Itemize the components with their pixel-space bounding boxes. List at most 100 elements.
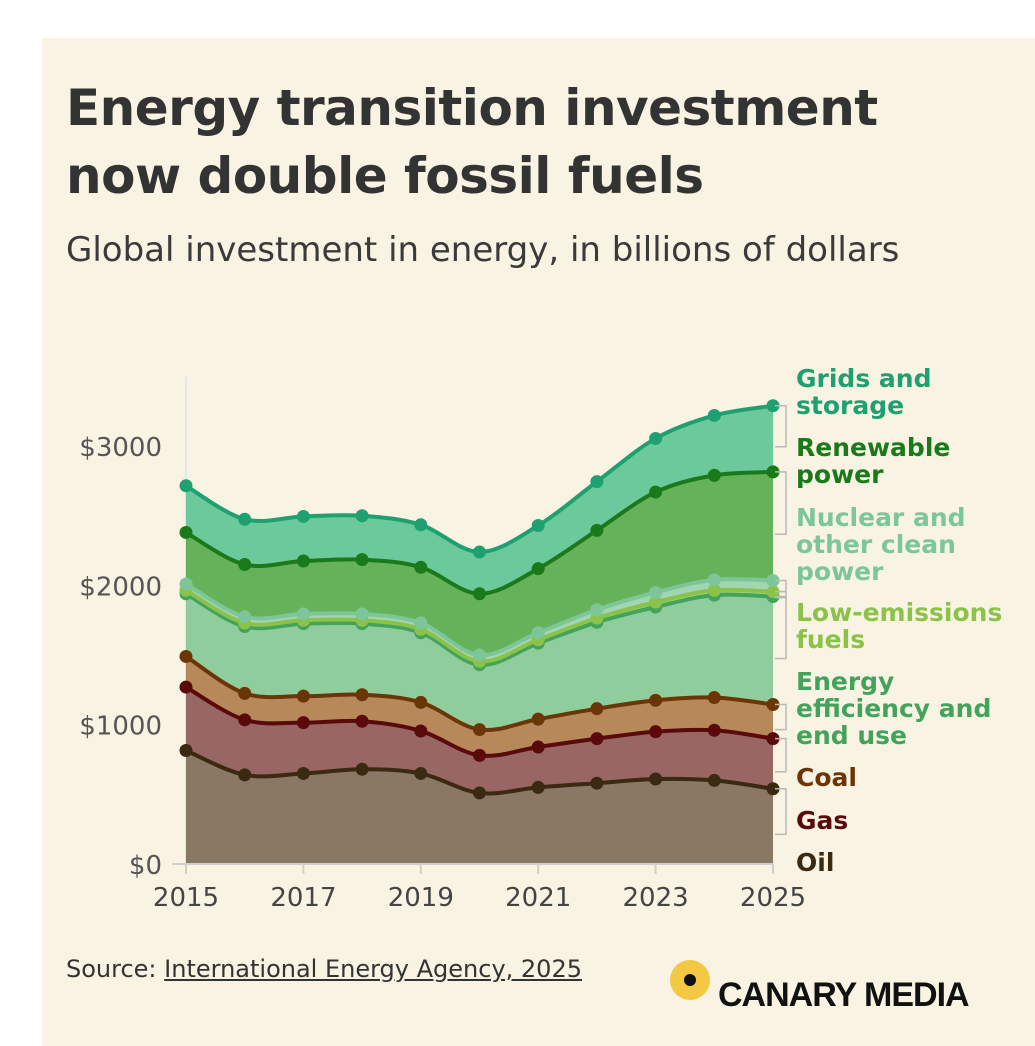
data-point-gas-2019	[414, 724, 428, 738]
data-point-oil-2015	[179, 743, 193, 757]
y-tick-label-1000: $1000	[79, 712, 162, 742]
label-bracket-grids-and-storage	[775, 404, 787, 448]
data-point-coal-2020	[473, 723, 486, 737]
x-tick-label-2021: 2021	[505, 883, 571, 913]
data-point-grids-and-storage-2016	[238, 512, 252, 526]
stacked-area-chart: 2015 2017 2019 2021 2023 2025 $0 $1000 $2000 $300…	[79, 364, 1002, 913]
data-point-gas-2025	[766, 732, 780, 746]
chart-subtitle: Global investment in energy, in billions…	[66, 230, 900, 270]
data-point-nuclear-and-other-clean-power-2015	[179, 577, 193, 591]
data-point-gas-2023	[649, 725, 663, 739]
label-bracket-gas	[775, 737, 787, 773]
x-tick-label-2023: 2023	[623, 883, 689, 913]
data-point-grids-and-storage-2022	[590, 475, 604, 489]
chart-title: Energy transition investment now double …	[66, 79, 878, 205]
data-point-nuclear-and-other-clean-power-2023	[649, 585, 663, 599]
data-point-oil-2016	[238, 768, 252, 782]
data-point-grids-and-storage-2017	[296, 509, 310, 523]
canary-dot-icon	[670, 960, 710, 1000]
data-point-grids-and-storage-2023	[649, 431, 663, 445]
data-point-nuclear-and-other-clean-power-2024	[707, 573, 721, 587]
y-tick-label-0: $0	[129, 851, 162, 881]
label-bracket-renewable-power	[775, 471, 787, 535]
data-point-gas-2018	[355, 714, 369, 728]
area-grids-and-storage	[186, 405, 773, 594]
x-tick-label-2019: 2019	[388, 883, 454, 913]
data-point-nuclear-and-other-clean-power-2017	[296, 607, 310, 621]
legend-label-coal: Coal	[796, 763, 857, 792]
x-tick-label-2025: 2025	[740, 883, 806, 913]
legend-label-nuclear-and-other-clean-power: Nuclear and other clean power	[796, 503, 966, 586]
data-point-oil-2018	[355, 762, 369, 776]
legend-label-energy-efficiency-and-end-use: Energy efficiency and end use	[796, 667, 991, 750]
data-point-gas-2017	[296, 716, 310, 730]
legend-label-oil: Oil	[796, 848, 834, 877]
data-point-grids-and-storage-2020	[473, 545, 486, 559]
data-point-gas-2015	[179, 680, 193, 694]
data-point-renewable-power-2018	[355, 553, 369, 567]
label-bracket-energy-efficiency-and-end-use	[775, 595, 787, 660]
data-point-renewable-power-2025	[766, 465, 780, 479]
area-energy-efficiency-and-end-use	[186, 593, 773, 731]
data-point-nuclear-and-other-clean-power-2019	[414, 616, 428, 630]
data-point-renewable-power-2024	[707, 468, 721, 482]
area-oil	[186, 750, 773, 864]
data-point-grids-and-storage-2019	[414, 518, 428, 532]
data-point-grids-and-storage-2015	[179, 479, 193, 493]
data-point-coal-2024	[707, 691, 721, 705]
data-point-renewable-power-2017	[296, 554, 310, 568]
data-point-grids-and-storage-2025	[766, 399, 780, 413]
data-point-nuclear-and-other-clean-power-2018	[355, 607, 369, 621]
legend-label-gas: Gas	[796, 806, 848, 835]
data-point-oil-2019	[414, 766, 428, 780]
data-point-renewable-power-2019	[414, 560, 428, 574]
data-point-oil-2020	[473, 786, 486, 800]
data-point-grids-and-storage-2021	[531, 519, 545, 533]
data-point-coal-2022	[590, 702, 604, 716]
data-point-nuclear-and-other-clean-power-2025	[766, 574, 780, 588]
x-tick-label-2015: 2015	[153, 883, 219, 913]
data-point-nuclear-and-other-clean-power-2016	[238, 610, 252, 624]
data-point-coal-2019	[414, 695, 428, 709]
data-point-gas-2021	[531, 740, 545, 754]
data-point-grids-and-storage-2018	[355, 509, 369, 523]
data-point-low-emissions-fuels-2024	[707, 583, 721, 597]
data-point-coal-2016	[238, 686, 252, 700]
label-bracket-coal	[775, 703, 787, 731]
legend-label-low-emissions-fuels: Low-emissions fuels	[796, 598, 1002, 654]
data-point-renewable-power-2023	[649, 485, 663, 499]
chart-card: Energy transition investment now double …	[42, 38, 1035, 1046]
data-point-oil-2025	[766, 782, 780, 796]
data-point-oil-2017	[296, 766, 310, 780]
y-tick-label-2000: $2000	[79, 572, 162, 602]
data-point-nuclear-and-other-clean-power-2021	[531, 626, 545, 640]
legend-label-grids-and-storage: Grids and storage	[796, 364, 931, 420]
data-point-oil-2023	[649, 772, 663, 786]
data-point-oil-2024	[707, 773, 721, 787]
source-note: Source: International Energy Agency, 202…	[66, 950, 626, 988]
data-point-low-emissions-fuels-2023	[649, 595, 663, 609]
x-tick-label-2017: 2017	[270, 883, 336, 913]
data-point-oil-2021	[531, 780, 545, 794]
data-point-coal-2025	[766, 698, 780, 712]
data-point-renewable-power-2021	[531, 562, 545, 576]
data-point-oil-2022	[590, 776, 604, 790]
data-point-gas-2016	[238, 713, 252, 727]
data-point-coal-2023	[649, 693, 663, 707]
data-point-gas-2022	[590, 732, 604, 746]
data-point-coal-2017	[296, 689, 310, 703]
area-renewable-power	[186, 471, 773, 656]
data-point-renewable-power-2016	[238, 558, 252, 572]
data-point-renewable-power-2015	[179, 525, 193, 539]
data-point-gas-2020	[473, 748, 486, 762]
data-point-nuclear-and-other-clean-power-2020	[473, 648, 486, 662]
source-prefix: Source:	[66, 955, 165, 983]
label-bracket-oil	[775, 788, 787, 836]
source-link[interactable]: International Energy Agency, 2025	[164, 955, 582, 983]
data-point-grids-and-storage-2024	[707, 408, 721, 422]
label-bracket-nuclear-and-other-clean-power	[775, 579, 787, 593]
area-gas	[186, 687, 773, 794]
data-point-coal-2018	[355, 688, 369, 702]
data-point-low-emissions-fuels-2025	[766, 585, 780, 599]
area-coal	[186, 656, 773, 756]
